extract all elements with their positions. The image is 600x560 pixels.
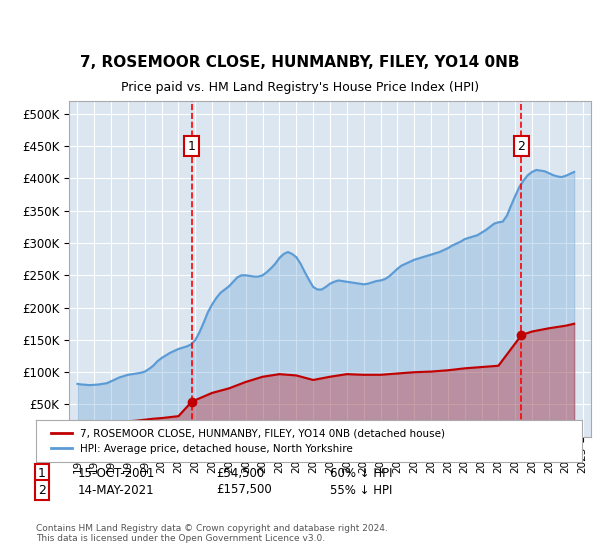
Text: 2: 2 (38, 483, 46, 497)
Text: 15-OCT-2001: 15-OCT-2001 (78, 466, 155, 480)
Text: 14-MAY-2021: 14-MAY-2021 (78, 483, 155, 497)
Text: £54,500: £54,500 (216, 466, 264, 480)
Text: 7, ROSEMOOR CLOSE, HUNMANBY, FILEY, YO14 0NB: 7, ROSEMOOR CLOSE, HUNMANBY, FILEY, YO14… (80, 55, 520, 70)
Text: 2: 2 (518, 139, 526, 152)
Text: 1: 1 (188, 139, 196, 152)
Text: £157,500: £157,500 (216, 483, 272, 497)
Text: Contains HM Land Registry data © Crown copyright and database right 2024.
This d: Contains HM Land Registry data © Crown c… (36, 524, 388, 543)
Legend: 7, ROSEMOOR CLOSE, HUNMANBY, FILEY, YO14 0NB (detached house), HPI: Average pric: 7, ROSEMOOR CLOSE, HUNMANBY, FILEY, YO14… (47, 424, 449, 458)
Text: 1: 1 (38, 466, 46, 480)
Text: Price paid vs. HM Land Registry's House Price Index (HPI): Price paid vs. HM Land Registry's House … (121, 81, 479, 94)
Text: 55% ↓ HPI: 55% ↓ HPI (330, 483, 392, 497)
Text: 60% ↓ HPI: 60% ↓ HPI (330, 466, 392, 480)
